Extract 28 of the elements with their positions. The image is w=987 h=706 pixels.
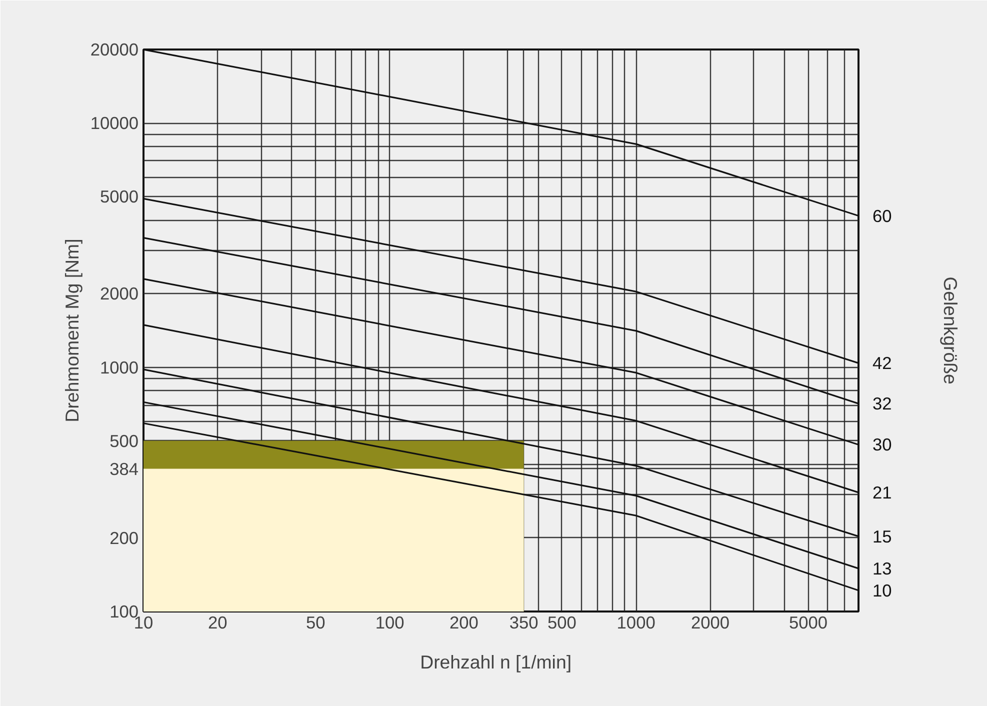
y-tick-label: 500 [110, 430, 139, 451]
series-label: 10 [872, 580, 892, 600]
y-axis-title: Drehmoment Mg [Nm] [61, 238, 82, 422]
series-label: 60 [872, 206, 892, 226]
x-tick-label: 500 [547, 612, 576, 632]
x-tick-label: 200 [449, 612, 478, 632]
series-label: 42 [872, 353, 892, 374]
x-tick-label: 1000 [616, 612, 656, 632]
y2-axis-title: Gelenkgröße [940, 276, 961, 384]
x-tick-label: 100 [375, 612, 404, 632]
series-label: 21 [872, 482, 892, 503]
y-tick-label: 10000 [90, 113, 138, 134]
x-tick-label: 50 [306, 612, 326, 632]
x-tick-label: 2000 [690, 612, 730, 632]
y-tick-label: 5000 [100, 186, 139, 207]
x-axis-title: Drehzahl n [1/min] [420, 652, 572, 672]
series-label: 15 [872, 526, 892, 546]
x-tick-label: 350 [509, 612, 538, 632]
y-tick-label: 200 [110, 528, 139, 548]
y-tick-label: 1000 [100, 357, 139, 378]
y-tick-label: 384 [110, 458, 139, 479]
y-tick-label: 20000 [90, 40, 138, 60]
x-tick-label: 20 [208, 612, 228, 632]
series-label: 13 [872, 558, 892, 578]
series-label: 32 [872, 394, 892, 414]
x-tick-label: 5000 [788, 612, 828, 632]
series-label: 30 [872, 434, 892, 455]
y-tick-label: 2000 [100, 284, 139, 304]
